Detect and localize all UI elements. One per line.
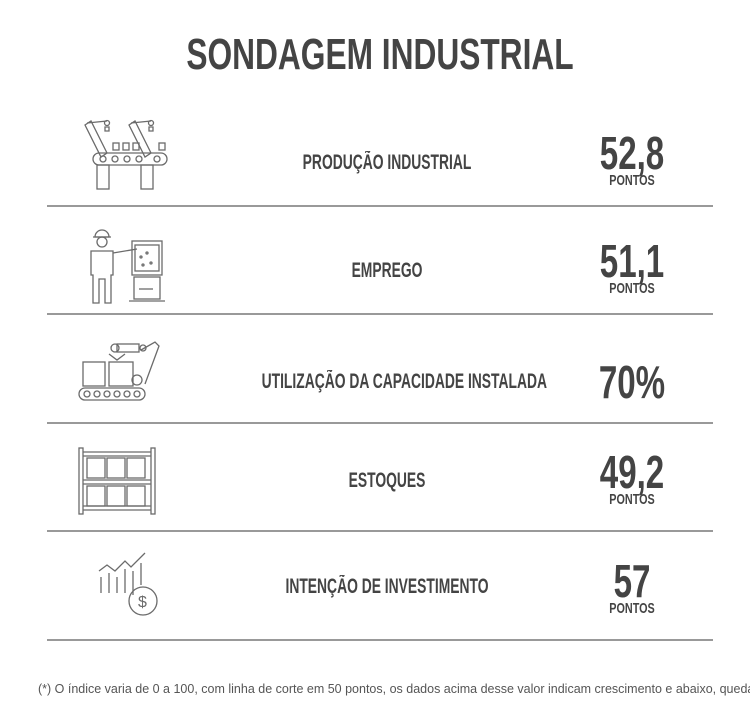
indicator-value: 51,1	[599, 235, 665, 287]
worker-at-machine-icon	[77, 227, 177, 317]
indicator-value-block: 70%	[567, 356, 697, 408]
row-divider	[47, 639, 713, 641]
indicator-value: 70%	[598, 356, 666, 408]
indicator-row-investimento: $ INTENÇÃO DE INVESTIMENTO 57 PONTOS	[47, 533, 713, 641]
footnote: (*) O índice varia de 0 a 100, com linha…	[38, 682, 750, 696]
indicator-label: ESTOQUES	[348, 469, 426, 492]
indicator-row-estoques: ESTOQUES 49,2 PONTOS	[47, 424, 713, 532]
indicator-label: PRODUÇÃO INDUSTRIAL	[302, 151, 472, 174]
indicator-label: EMPREGO	[351, 259, 423, 282]
row-divider	[47, 422, 713, 424]
indicator-value: 52,8	[599, 127, 665, 179]
indicator-value-block: 57 PONTOS	[567, 555, 697, 617]
indicator-label: INTENÇÃO DE INVESTIMENTO	[285, 575, 489, 598]
indicator-value-block: 49,2 PONTOS	[567, 446, 697, 508]
investment-growth-dollar-icon: $	[95, 551, 195, 641]
indicator-unit: PONTOS	[609, 172, 655, 189]
indicator-unit: PONTOS	[609, 600, 655, 617]
indicator-row-emprego: EMPREGO 51,1 PONTOS	[47, 207, 713, 315]
indicator-value: 57	[613, 555, 651, 607]
page-title: SONDAGEM INDUSTRIAL	[186, 30, 574, 79]
svg-text:$: $	[138, 594, 147, 611]
indicator-value-block: 51,1 PONTOS	[567, 235, 697, 297]
indicator-row-capacidade: UTILIZAÇÃO DA CAPACIDADE INSTALADA 70%	[47, 316, 713, 424]
robotic-assembly-line-icon	[77, 113, 177, 203]
warehouse-shelf-boxes-icon	[77, 442, 177, 532]
row-divider	[47, 205, 713, 207]
indicator-row-producao: PRODUÇÃO INDUSTRIAL 52,8 PONTOS	[47, 99, 713, 207]
indicator-value: 49,2	[599, 446, 665, 498]
conveyor-belt-robot-arm-icon	[77, 340, 177, 430]
row-divider	[47, 530, 713, 532]
indicator-unit: PONTOS	[609, 280, 655, 297]
indicator-label: UTILIZAÇÃO DA CAPACIDADE INSTALADA	[261, 370, 547, 393]
row-divider	[47, 313, 713, 315]
indicator-unit: PONTOS	[609, 491, 655, 508]
indicator-value-block: 52,8 PONTOS	[567, 127, 697, 189]
